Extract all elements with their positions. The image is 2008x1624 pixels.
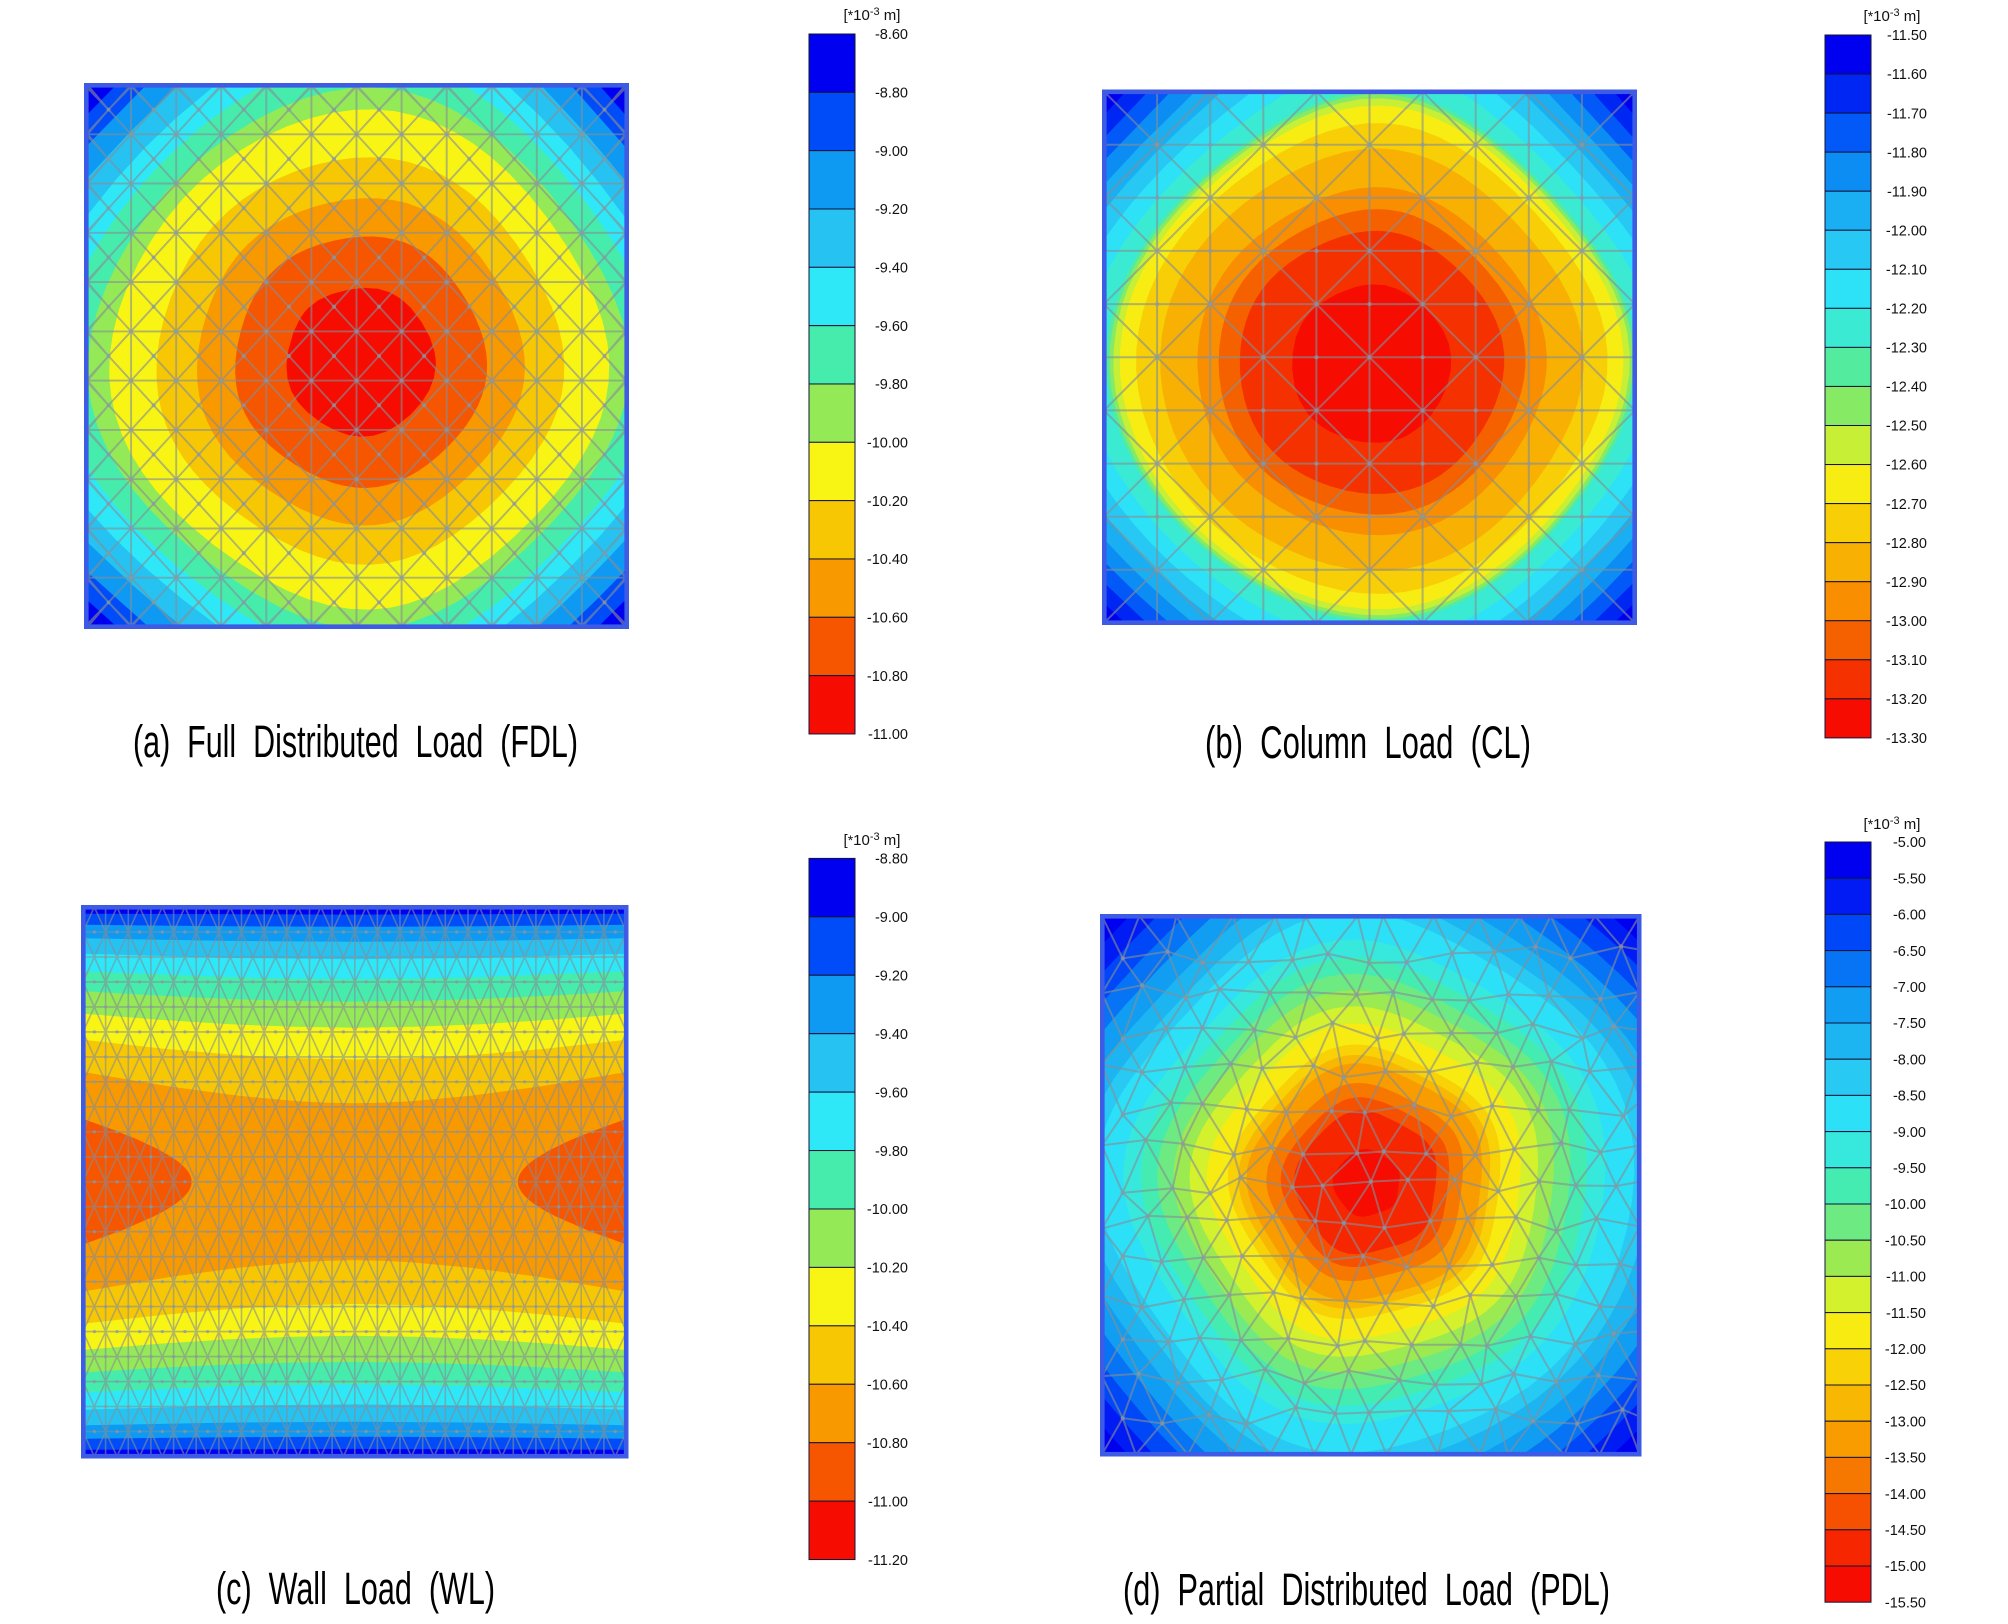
svg-text:-12.70: -12.70 [1886, 497, 1927, 513]
svg-text:-10.20: -10.20 [867, 494, 908, 510]
svg-text:-11.70: -11.70 [1887, 106, 1927, 122]
svg-text:-15.50: -15.50 [1885, 1595, 1926, 1611]
svg-text:-12.00: -12.00 [1885, 1342, 1926, 1358]
svg-text:-9.80: -9.80 [875, 1144, 908, 1160]
svg-text:-6.50: -6.50 [1893, 944, 1926, 960]
svg-text:-13.10: -13.10 [1886, 653, 1927, 669]
svg-text:[*10-3 m]: [*10-3 m] [844, 831, 901, 849]
svg-text:-10.80: -10.80 [867, 669, 908, 685]
svg-text:-12.30: -12.30 [1886, 341, 1927, 357]
svg-text:-10.00: -10.00 [867, 436, 908, 452]
svg-text:-12.90: -12.90 [1886, 575, 1927, 591]
svg-text:-8.80: -8.80 [875, 852, 908, 868]
svg-text:-11.00: -11.00 [1886, 1270, 1926, 1286]
svg-text:-6.00: -6.00 [1893, 908, 1926, 924]
svg-text:-9.00: -9.00 [1893, 1125, 1926, 1141]
svg-text:-13.50: -13.50 [1885, 1451, 1926, 1467]
svg-text:-7.00: -7.00 [1893, 980, 1926, 996]
svg-text:-11.50: -11.50 [1887, 28, 1927, 44]
svg-text:-11.00: -11.00 [868, 727, 908, 743]
svg-text:-10.50: -10.50 [1885, 1233, 1926, 1249]
svg-text:-10.20: -10.20 [867, 1261, 908, 1277]
svg-text:-12.10: -12.10 [1886, 263, 1927, 279]
svg-text:-14.50: -14.50 [1885, 1523, 1926, 1539]
svg-text:-11.50: -11.50 [1886, 1306, 1926, 1322]
svg-text:-5.50: -5.50 [1893, 871, 1926, 887]
svg-text:-13.00: -13.00 [1885, 1414, 1926, 1430]
svg-text:(c) Wall Load (WL): (c) Wall Load (WL) [216, 1563, 495, 1614]
svg-text:-8.80: -8.80 [875, 86, 908, 102]
svg-text:-7.50: -7.50 [1893, 1016, 1926, 1032]
svg-text:-10.00: -10.00 [867, 1202, 908, 1218]
svg-text:-9.40: -9.40 [875, 1027, 908, 1043]
svg-text:(b) Column Load (CL): (b) Column Load (CL) [1205, 717, 1531, 768]
svg-text:-10.40: -10.40 [867, 1319, 908, 1335]
svg-text:-9.60: -9.60 [875, 1085, 908, 1101]
svg-text:-12.80: -12.80 [1886, 536, 1927, 552]
svg-text:-10.60: -10.60 [867, 611, 908, 627]
svg-text:-9.60: -9.60 [875, 319, 908, 335]
svg-text:-13.30: -13.30 [1886, 731, 1927, 747]
svg-text:-11.20: -11.20 [868, 1553, 908, 1569]
svg-text:-12.00: -12.00 [1886, 223, 1927, 239]
svg-text:-8.50: -8.50 [1893, 1089, 1926, 1105]
svg-text:-9.20: -9.20 [875, 969, 908, 985]
svg-text:-9.00: -9.00 [875, 910, 908, 926]
svg-text:-9.40: -9.40 [875, 261, 908, 277]
svg-text:-9.50: -9.50 [1893, 1161, 1926, 1177]
svg-text:-10.60: -10.60 [867, 1378, 908, 1394]
svg-text:[*10-3 m]: [*10-3 m] [844, 6, 901, 24]
svg-text:-12.60: -12.60 [1886, 458, 1927, 474]
svg-text:-15.00: -15.00 [1885, 1559, 1926, 1575]
svg-text:-8.00: -8.00 [1893, 1052, 1926, 1068]
svg-text:-14.00: -14.00 [1885, 1487, 1926, 1503]
svg-text:-10.00: -10.00 [1885, 1197, 1926, 1213]
svg-text:-12.50: -12.50 [1885, 1378, 1926, 1394]
svg-text:-10.40: -10.40 [867, 552, 908, 568]
svg-text:-12.20: -12.20 [1886, 302, 1927, 318]
svg-text:-11.80: -11.80 [1887, 145, 1927, 161]
svg-text:-9.00: -9.00 [875, 144, 908, 160]
svg-text:-11.90: -11.90 [1887, 184, 1927, 200]
svg-text:-11.60: -11.60 [1887, 67, 1927, 83]
svg-text:-13.00: -13.00 [1886, 614, 1927, 630]
svg-text:[*10-3 m]: [*10-3 m] [1864, 7, 1921, 25]
svg-text:-9.20: -9.20 [875, 202, 908, 218]
svg-text:-10.80: -10.80 [867, 1436, 908, 1452]
svg-text:-5.00: -5.00 [1893, 835, 1926, 851]
svg-text:(a) Full Distributed Load: (a) Full Distributed Load (FDL) [133, 716, 578, 767]
svg-text:(d) Partial Distributed Loa: (d) Partial Distributed Load (PDL) [1123, 1564, 1610, 1615]
svg-text:-12.50: -12.50 [1886, 419, 1927, 435]
svg-text:-11.00: -11.00 [868, 1494, 908, 1510]
svg-text:-12.40: -12.40 [1886, 380, 1927, 396]
svg-text:-13.20: -13.20 [1886, 692, 1927, 708]
svg-text:[*10-3 m]: [*10-3 m] [1864, 815, 1921, 833]
svg-text:-8.60: -8.60 [875, 27, 908, 43]
svg-text:-9.80: -9.80 [875, 377, 908, 393]
